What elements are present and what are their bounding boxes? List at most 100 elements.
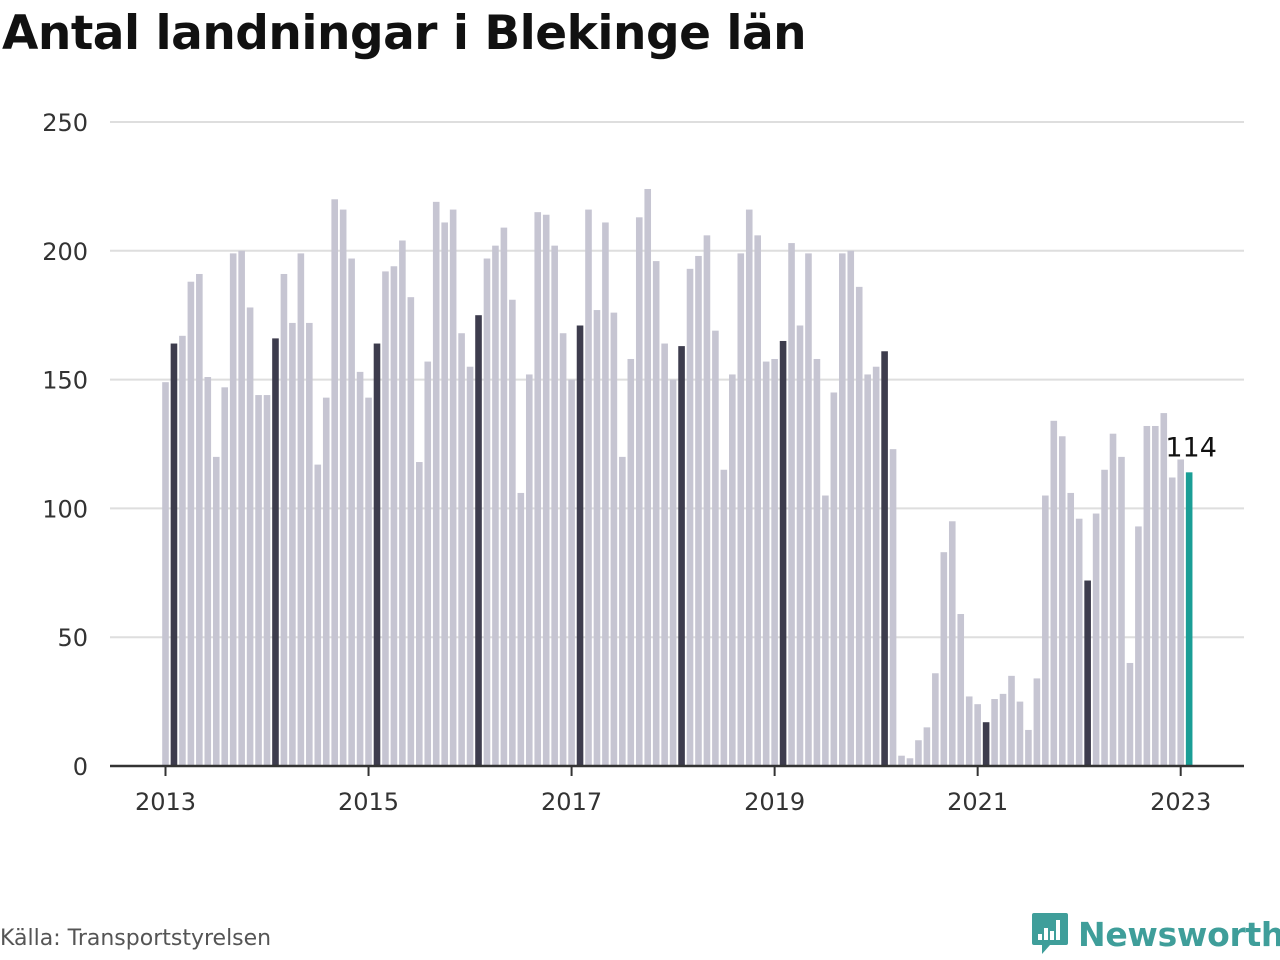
y-tick-label: 50 xyxy=(57,624,88,652)
bar xyxy=(703,235,711,766)
bar xyxy=(796,325,804,766)
bar xyxy=(864,374,871,766)
bar xyxy=(1084,580,1091,766)
bar xyxy=(661,343,668,766)
bar xyxy=(534,212,542,766)
bar xyxy=(1185,472,1193,766)
x-tick-label: 2021 xyxy=(947,788,1008,816)
bar xyxy=(678,346,685,766)
bar xyxy=(399,240,406,767)
bar xyxy=(872,366,880,766)
bar xyxy=(255,395,262,766)
bar xyxy=(839,253,846,767)
bar xyxy=(830,392,838,766)
bar xyxy=(619,456,626,766)
bar xyxy=(322,397,330,766)
bar xyxy=(788,243,795,766)
bar xyxy=(813,358,821,766)
labels: 0 50 100 150 200 250 2013 2015 2017 2019 2021 2023 1… xyxy=(42,109,1217,816)
x-tick-label: 2019 xyxy=(744,788,805,816)
bar xyxy=(509,299,516,766)
bar xyxy=(280,273,288,766)
bar xyxy=(238,250,245,767)
bar xyxy=(576,325,584,766)
bars xyxy=(162,188,1193,767)
bar xyxy=(1177,459,1184,766)
bar xyxy=(669,379,677,766)
bar xyxy=(1118,456,1125,766)
bar xyxy=(162,382,169,766)
source-note: Källa: Transportstyrelsen xyxy=(0,926,272,951)
chart-title: Antal landningar i Blekinge län xyxy=(2,6,807,61)
bar xyxy=(458,333,465,766)
bar xyxy=(1067,492,1075,766)
bar xyxy=(771,358,778,766)
bar xyxy=(466,366,474,766)
bar xyxy=(1016,701,1024,766)
x-tick-label: 2015 xyxy=(338,788,399,816)
bar xyxy=(898,755,905,766)
bar xyxy=(1042,495,1049,766)
bar xyxy=(1058,436,1066,766)
bar xyxy=(957,614,965,766)
bar xyxy=(855,286,863,766)
bar-chart: 0 50 100 150 200 250 2013 2015 2017 2019 2021 2023 1… xyxy=(42,109,1244,816)
bar xyxy=(881,351,888,766)
bar xyxy=(1025,729,1032,766)
bar xyxy=(982,722,990,766)
bar xyxy=(297,253,305,767)
bar xyxy=(196,273,203,766)
bar xyxy=(356,371,364,766)
bar xyxy=(272,338,279,766)
bar xyxy=(390,266,398,766)
bar xyxy=(889,449,897,766)
bar xyxy=(1075,518,1083,766)
bar xyxy=(525,374,533,766)
bar xyxy=(559,333,567,766)
bar xyxy=(170,343,178,766)
latest-value-label: 114 xyxy=(1165,432,1217,463)
bar xyxy=(1109,433,1117,766)
bar xyxy=(822,495,829,766)
bar xyxy=(314,464,322,766)
bar xyxy=(779,340,787,766)
bar xyxy=(246,307,254,766)
bar xyxy=(1143,425,1151,766)
newsworthy-logo: Newsworthy xyxy=(1030,910,1280,958)
bar xyxy=(999,693,1007,766)
bar xyxy=(1050,420,1058,766)
bar xyxy=(991,699,998,766)
bar xyxy=(737,253,745,767)
bar xyxy=(627,358,635,766)
bar xyxy=(568,379,575,766)
bar xyxy=(483,258,491,766)
y-tick-label: 100 xyxy=(42,495,88,523)
bar xyxy=(542,214,550,767)
axes xyxy=(110,764,1244,776)
bar xyxy=(212,456,220,766)
bar xyxy=(424,361,432,766)
bar xyxy=(1126,662,1134,766)
bar xyxy=(644,188,652,766)
bar xyxy=(1033,678,1041,766)
bar xyxy=(187,281,195,766)
bar xyxy=(940,552,948,766)
bar xyxy=(906,758,914,766)
bar xyxy=(1092,513,1100,766)
bar xyxy=(720,469,728,766)
bar xyxy=(229,253,237,767)
y-tick-label: 200 xyxy=(42,238,88,266)
bar xyxy=(745,209,753,767)
bar xyxy=(1135,526,1142,766)
bar xyxy=(500,227,508,767)
bar xyxy=(1168,477,1176,766)
bar xyxy=(382,271,389,766)
bar xyxy=(754,235,761,766)
bar xyxy=(263,395,271,766)
bar xyxy=(635,217,643,766)
bar xyxy=(652,261,660,766)
bar xyxy=(1101,469,1108,766)
bar xyxy=(475,315,482,766)
bar xyxy=(593,310,601,766)
y-tick-label: 150 xyxy=(42,367,88,395)
